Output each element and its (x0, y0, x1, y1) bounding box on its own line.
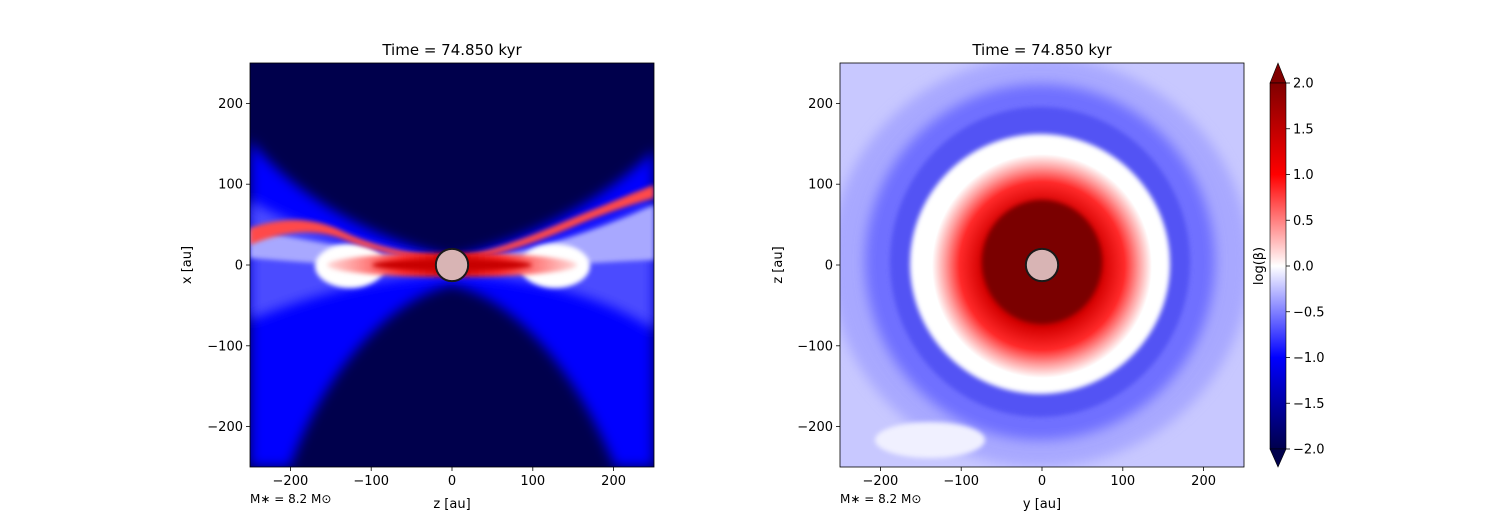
colorbar-extend-top (1269, 62, 1287, 84)
left-y-tick-label: −100 (207, 339, 243, 354)
right-x-tick-label: 200 (1191, 474, 1216, 489)
right-x-axis-label: y [au] (1023, 497, 1061, 512)
colorbar-tick-label: −2.0 (1293, 443, 1325, 458)
left-star-marker (434, 247, 470, 283)
left-y-tick-label: −200 (207, 420, 243, 435)
colorbar-tick-label: 1.5 (1293, 122, 1314, 137)
left-y-tick-label: 0 (235, 259, 243, 274)
colorbar-tick-label: 1.0 (1293, 168, 1314, 183)
right-axis-ticks: −200 −100 0 100 200 −200 −100 0 100 200 (797, 97, 1216, 489)
colorbar-tick-label: 2.0 (1293, 77, 1314, 92)
left-x-axis-label: z [au] (433, 497, 470, 512)
left-x-tick-label: 0 (448, 474, 456, 489)
right-y-tick-label: −100 (797, 339, 833, 354)
left-chart-title: Time = 74.850 kyr (381, 41, 522, 59)
colorbar-tick-label: 0.0 (1293, 260, 1314, 275)
right-x-tick-label: −200 (863, 474, 899, 489)
colorbar-tick-label: 0.5 (1293, 214, 1314, 229)
right-x-tick-label: 0 (1038, 474, 1046, 489)
right-x-tick-label: 100 (1110, 474, 1135, 489)
right-stellar-mass-note: M∗ = 8.2 M⊙ (840, 492, 921, 506)
left-heatmap (250, 63, 654, 467)
left-y-axis-label: x [au] (180, 246, 195, 284)
colorbar-label: log(β) (1252, 247, 1267, 285)
right-y-axis-label: z [au] (771, 246, 786, 283)
left-x-tick-label: 100 (520, 474, 545, 489)
colorbar-gradient (1269, 82, 1287, 450)
colorbar-tick-label: −1.5 (1293, 397, 1325, 412)
colorbar-tick-label: −0.5 (1293, 305, 1325, 320)
left-axis-ticks: −200 −100 0 100 200 −200 −100 0 100 200 (207, 97, 626, 489)
right-y-tick-label: 200 (808, 97, 833, 112)
left-x-tick-label: −100 (353, 474, 389, 489)
right-x-tick-label: −100 (943, 474, 979, 489)
colorbar: 2.0 1.5 1.0 0.5 0.0 −0.5 −1.0 −1.5 −2.0 log(β) (1252, 62, 1325, 468)
left-y-tick-label: 200 (218, 97, 243, 112)
right-y-tick-label: 100 (808, 178, 833, 193)
left-x-tick-label: 200 (601, 474, 626, 489)
left-stellar-mass-note: M∗ = 8.2 M⊙ (250, 492, 331, 506)
colorbar-tick-label: −1.0 (1293, 351, 1325, 366)
left-panel: Time = 74.850 kyr −200 −100 0 100 200 −200 −10… (180, 41, 655, 512)
colorbar-ticks: 2.0 1.5 1.0 0.5 0.0 −0.5 −1.0 −1.5 −2.0 (1286, 77, 1325, 458)
colorbar-extend-bottom (1269, 448, 1287, 468)
right-star-marker (1024, 247, 1060, 283)
right-y-tick-label: 0 (825, 259, 833, 274)
left-x-tick-label: −200 (273, 474, 309, 489)
right-chart-title: Time = 74.850 kyr (971, 41, 1112, 59)
left-y-tick-label: 100 (218, 178, 243, 193)
right-panel: Time = 74.850 kyr −200 −100 0 100 200 −200 −10… (771, 41, 1245, 512)
right-y-tick-label: −200 (797, 420, 833, 435)
